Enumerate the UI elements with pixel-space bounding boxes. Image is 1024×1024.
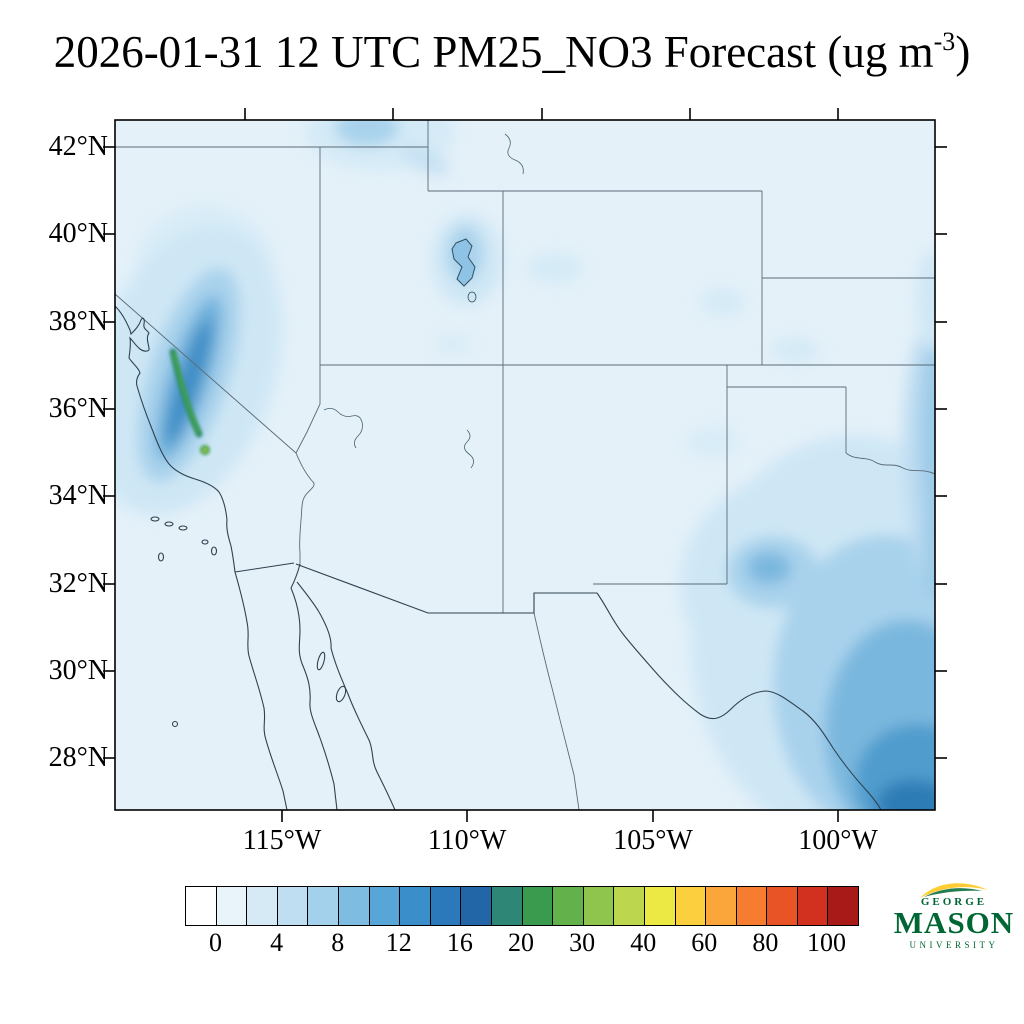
colorbar-cell [582,887,614,925]
colorbar-tick-label: 8 [331,928,345,957]
channel-island [164,521,174,527]
utah-lake [467,291,477,303]
colorbar-tick-label: 0 [209,928,222,957]
colorbar-cell [215,887,247,925]
colorbar-cell [674,887,706,925]
colorbar-tick-label: 12 [385,928,412,957]
forecast-map [103,108,947,822]
lon-axis-label: 100°W [798,825,878,856]
field-shading [115,120,935,810]
colorbar-cell [246,887,277,925]
central-valley-band [169,348,210,455]
lat-axis-label: 34°N [48,480,108,511]
colorbar-tick-label: 40 [630,928,657,957]
gulf-island [316,651,326,671]
great-salt-lake [451,238,476,287]
channel-island [178,525,188,531]
colorado-river-delta [290,563,301,589]
logo-mason-wordmark: MASON [893,905,1015,940]
map-frame [114,119,936,811]
rivers [323,133,524,469]
colorbar-cell [766,887,797,925]
colorbar [185,886,859,926]
map-ticks [103,108,947,822]
colorbar-cell [276,887,308,925]
colorbar-cell [307,887,338,925]
logo-swoosh-icon [920,883,988,898]
baja-west-coast [234,571,288,810]
guadalupe-island [171,720,179,728]
title-superscript: -3 [933,27,956,56]
gulf-island [335,685,347,703]
colorbar-cell [705,887,736,925]
colorbar-cell [613,887,644,925]
state-borders [115,120,935,810]
lat-axis-label: 36°N [48,393,108,424]
title-close: ) [955,27,971,77]
colorbar-cell [368,887,400,925]
colorbar-cell [337,887,369,925]
colorbar-cell [521,887,553,925]
colorbar-cell [399,887,430,925]
colorbar-cell [552,887,583,925]
lat-axis-label: 30°N [48,655,108,686]
lon-axis-label: 105°W [613,825,693,856]
colorbar-cell [643,887,675,925]
colorbar-tick-label: 60 [691,928,718,957]
title-text: 2026-01-31 12 UTC PM25_NO3 Forecast (ug … [53,27,934,77]
colorbar-cell [429,887,461,925]
colorbar-tick-label: 4 [270,928,284,957]
colorbar-cell [796,887,828,925]
colorbar-cells [186,887,859,925]
channel-island [210,546,218,556]
channel-island [150,516,160,522]
lat-axis-label: 32°N [48,568,108,599]
rio-grande-border [596,592,882,810]
us-mexico-border-arizona [295,563,597,614]
lon-axis-label: 115°W [242,825,322,856]
coastline-borders [115,305,882,810]
lat-axis-label: 38°N [48,306,108,337]
colorbar-tick-label: 30 [569,928,596,957]
lat-axis-label: 28°N [48,742,108,773]
figure-title: 2026-01-31 12 UTC PM25_NO3 Forecast (ug … [0,26,1024,78]
colorbar-tick-labels: 0 4 8 12 16 20 30 40 60 80 100 [185,928,857,962]
baja-east-coast [290,587,338,810]
colorbar-cell [735,887,767,925]
lat-axis-label: 40°N [48,218,108,249]
gmu-logo: GEORGE MASON UNIVERSITY [890,882,1018,950]
lat-axis-label: 42°N [48,131,108,162]
logo-george-text: GEORGE [920,896,988,908]
colorbar-tick-label: 80 [752,928,779,957]
colorbar-tick-label: 16 [446,928,473,957]
colorbar-cell [460,887,491,925]
colorbar-tick-label: 100 [807,928,846,957]
california-coastline [115,305,236,573]
colorbar-cell [490,887,522,925]
lon-axis-label: 110°W [427,825,507,856]
logo-university-text: UNIVERSITY [909,940,999,950]
channel-island [157,552,165,562]
us-mexico-border-west [234,562,295,573]
colorbar-cell [827,887,859,925]
channel-island [201,539,209,545]
colorbar-tick-label: 20 [508,928,534,957]
sonora-coast [296,581,396,810]
colorbar-cell [186,887,216,925]
